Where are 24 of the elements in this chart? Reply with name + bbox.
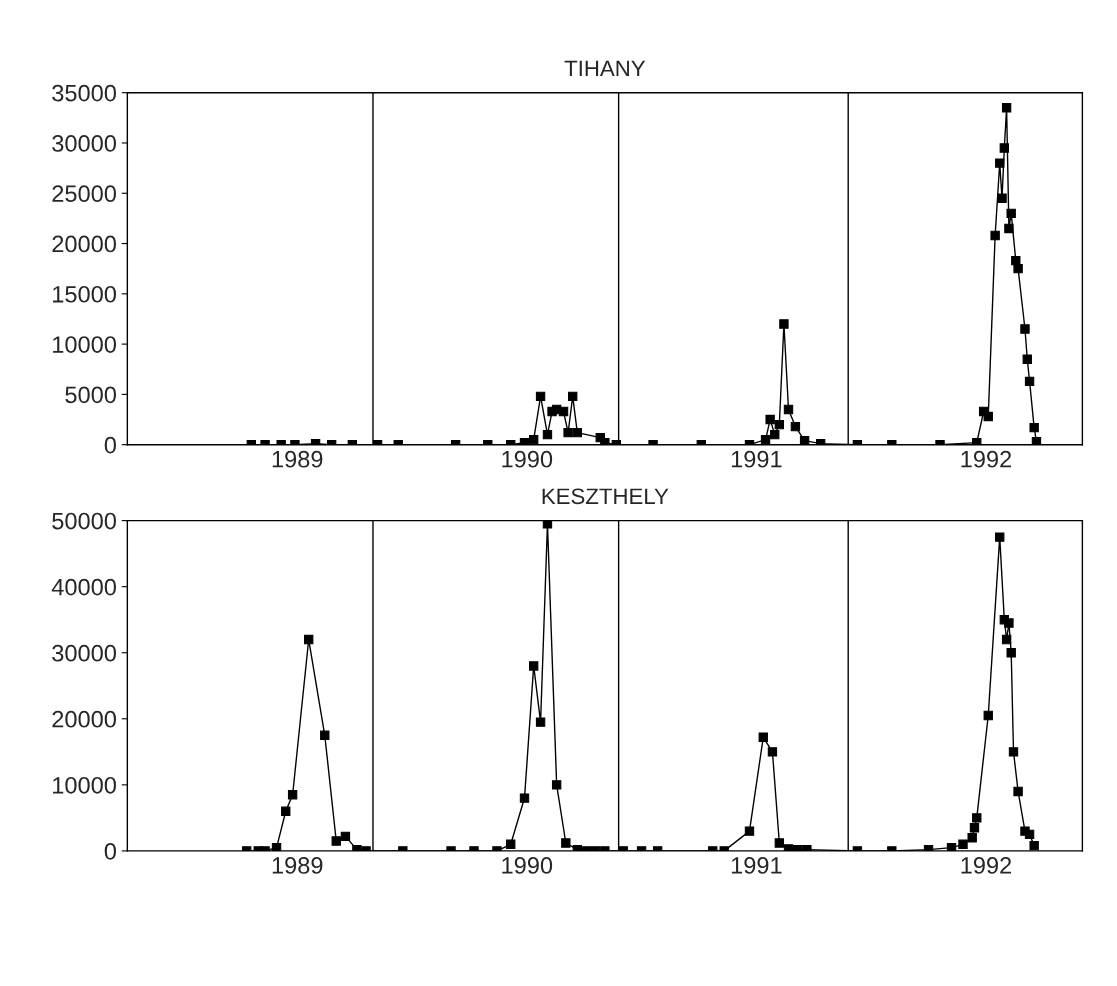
y-tick-label: 15000 <box>53 285 116 303</box>
y-tick-label: 20000 <box>52 235 116 253</box>
x-tick-label: 1989 <box>272 857 323 874</box>
y-tick-label: 0 <box>104 842 116 860</box>
y-tick-label: 5000 <box>65 386 116 404</box>
chart-title: KESZTHELY <box>542 488 669 505</box>
y-tick-label: 10000 <box>53 336 116 353</box>
chart-title: TIHANY <box>564 60 646 77</box>
y-tick-label: 35000 <box>52 84 116 102</box>
y-tick-label: 10000 <box>53 776 116 794</box>
x-tick-label: 1990 <box>502 450 553 468</box>
y-tick-label: 40000 <box>51 578 116 596</box>
x-tick-label: 1989 <box>272 450 323 468</box>
x-tick-label: 1991 <box>731 450 782 468</box>
x-tick-label: 1990 <box>502 857 553 874</box>
y-tick-label: 25000 <box>52 185 116 203</box>
y-tick-label: 20000 <box>52 710 116 728</box>
x-tick-label: 1991 <box>731 857 782 874</box>
y-tick-label: 50000 <box>52 512 116 530</box>
y-tick-label: 0 <box>104 436 116 454</box>
y-tick-label: 30000 <box>52 644 116 662</box>
y-tick-label: 30000 <box>52 135 116 152</box>
x-tick-label: 1992 <box>961 857 1012 874</box>
x-tick-label: 1992 <box>961 450 1012 468</box>
